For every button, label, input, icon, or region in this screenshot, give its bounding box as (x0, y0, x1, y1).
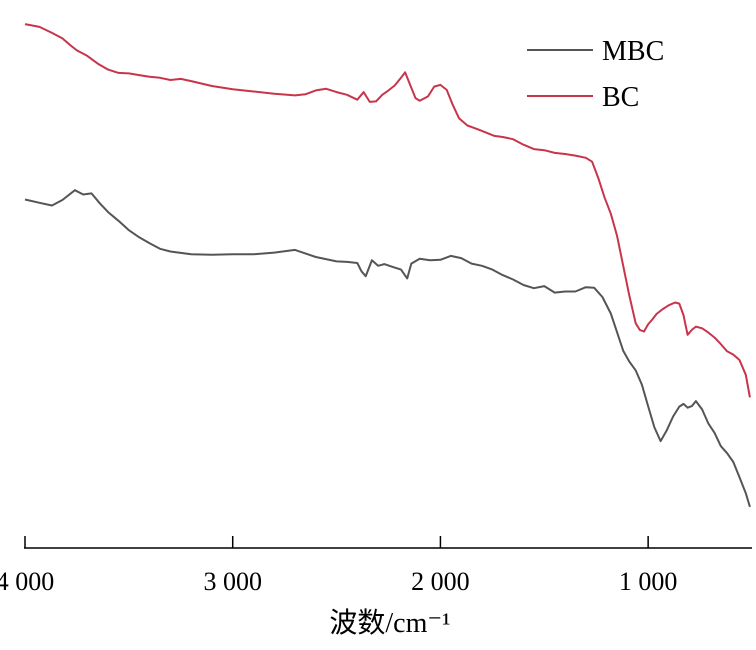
x-tick-label: 4 000 (0, 567, 54, 596)
x-tick-label: 2 000 (411, 567, 470, 596)
x-tick-label: 3 000 (203, 567, 262, 596)
x-axis-title: 波数/cm⁻¹ (329, 607, 450, 639)
series-line-bc (24, 23, 751, 398)
x-tick-label: 1 000 (619, 567, 678, 596)
legend-label-mbc: MBC (602, 36, 664, 67)
legend-label-bc: BC (602, 82, 639, 113)
series-line-mbc (24, 189, 751, 508)
x-ticks: 4 000 3 000 2 000 1 000 (0, 536, 677, 596)
legend: MBC BC (527, 36, 664, 113)
plot-lines (24, 23, 751, 508)
